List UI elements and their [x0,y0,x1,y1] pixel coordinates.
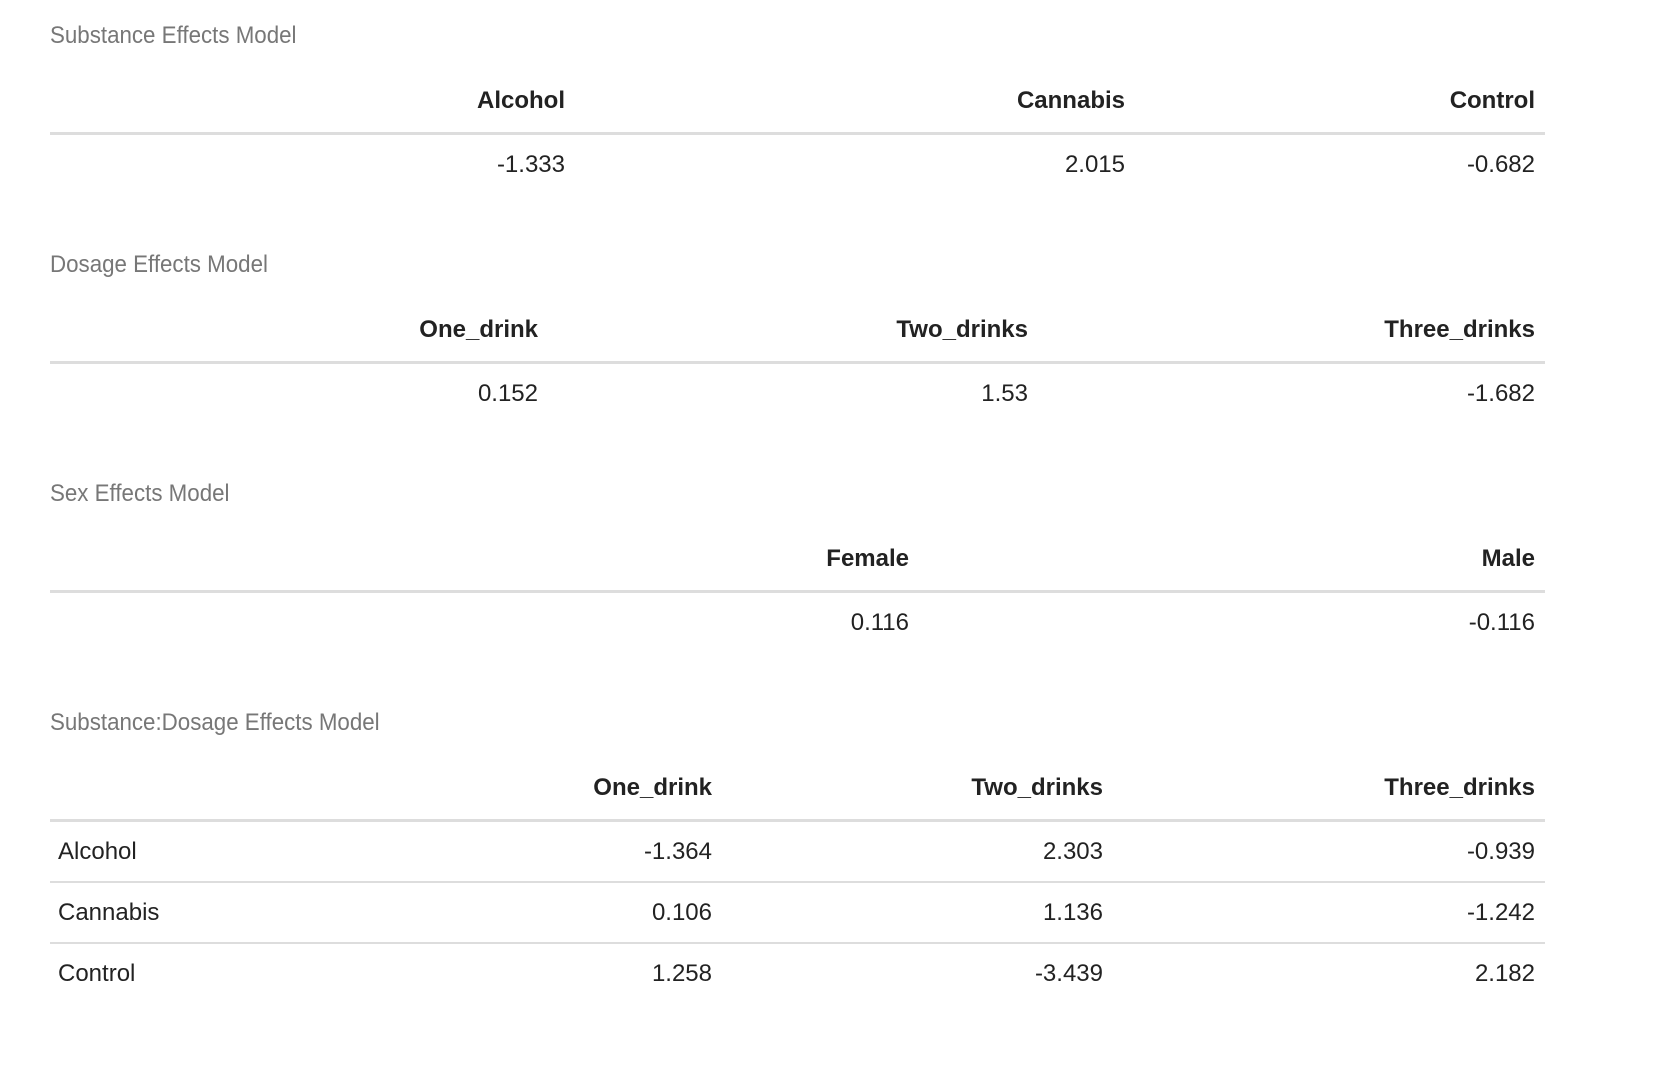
table-cell: 2.303 [722,820,1113,883]
table-cell: -1.333 [496,150,565,178]
table-header-row: One_drink Two_drinks Three_drinks [50,757,1545,822]
table-cell: 1.53 [981,379,1028,407]
table-cell: -1.242 [1113,882,1545,944]
table-caption: Substance Effects Model [50,22,297,49]
column-header: Three_drinks [1038,299,1545,364]
table-caption: Dosage Effects Model [50,251,268,278]
column-header: Control [1135,70,1545,135]
table-header-row: One_drink Two_drinks Three_drinks [50,299,1545,364]
table-cell: 2.182 [1474,959,1535,987]
table-cell: 1.258 [651,959,712,987]
table-caption: Substance:Dosage Effects Model [50,709,380,736]
table-cell: -0.116 [1468,608,1535,636]
column-header: One_drink [440,757,722,822]
row-label: Alcohol [50,820,440,883]
column-header [50,757,440,822]
table-header-row: Female Male [50,528,1545,593]
table-header-row: Alcohol Cannabis Control [50,70,1545,135]
row-label [50,134,90,195]
substance-dosage-effects-section: Substance:Dosage Effects Model One_drink… [50,709,1545,1003]
row-label: Control [58,959,136,987]
table-cell: -1.682 [1466,379,1535,407]
substance-effects-section: Substance Effects Model Alcohol Cannabis… [50,22,1545,194]
row-label [50,363,90,424]
table-cell: 0.116 [850,608,909,636]
table-cell: 0.106 [440,882,722,944]
substance-dosage-effects-table: One_drink Two_drinks Three_drinks Alcoho… [50,757,1545,1003]
table-cell: -1.364 [440,820,722,883]
table-row: Alcohol -1.364 2.303 -0.939 [50,820,1545,883]
table-row: -1.333 2.015 -0.682 [50,134,1545,195]
table-row: 0.152 1.53 -1.682 [50,363,1545,424]
column-header: Two_drinks [548,299,1038,364]
table-cell: -3.439 [1034,959,1103,987]
row-label [50,592,90,653]
row-label: Cannabis [50,882,440,944]
table-cell: 1.136 [722,882,1113,944]
column-header: One_drink [90,299,548,364]
substance-effects-table: Alcohol Cannabis Control -1.333 2.015 -0… [50,70,1545,194]
table-cell: -0.682 [1466,150,1535,178]
column-header: Two_drinks [722,757,1113,822]
column-header [50,70,90,135]
dosage-effects-table: One_drink Two_drinks Three_drinks 0.152 … [50,299,1545,423]
table-row: Cannabis 0.106 1.136 -1.242 [50,882,1545,944]
column-header [50,299,90,364]
column-header: Three_drinks [1113,757,1545,822]
column-header [50,528,90,593]
dosage-effects-section: Dosage Effects Model One_drink Two_drink… [50,251,1545,423]
table-cell: -0.939 [1113,820,1545,883]
sex-effects-section: Sex Effects Model Female Male 0.116 -0. [50,480,1545,652]
column-header: Cannabis [575,70,1135,135]
table-row: Control 1.258 -3.439 2.182 [50,943,1545,1003]
table-row: 0.116 -0.116 [50,592,1545,653]
table-cell: 0.152 [477,379,538,407]
column-header: Female [90,528,919,593]
sex-effects-table: Female Male 0.116 -0.116 [50,528,1545,652]
column-header: Alcohol [90,70,575,135]
column-header: Male [919,528,1545,593]
table-cell: 2.015 [1064,150,1125,178]
table-caption: Sex Effects Model [50,480,230,507]
